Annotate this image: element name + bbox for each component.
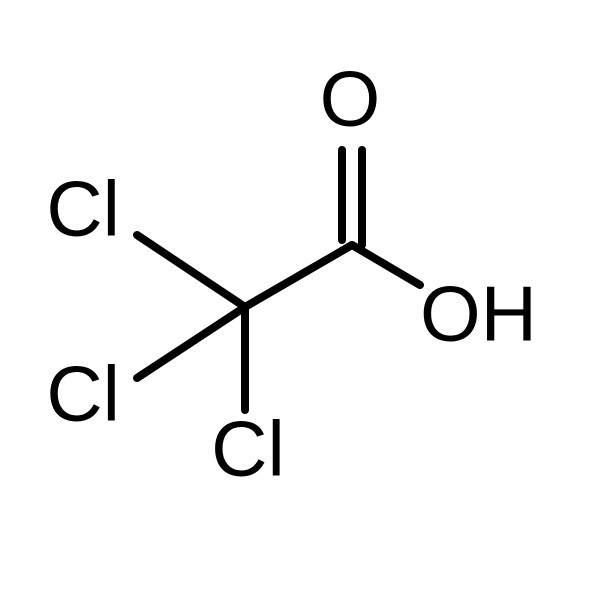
molecule-diagram: Cl Cl Cl O OH [0,0,600,600]
atom-o_top: O [320,55,381,143]
bond-c1-cl-upper [137,235,245,307]
bond-c2-oh [352,245,420,285]
bonds-layer [137,150,420,410]
atom-cl_upper_left: Cl [46,165,120,253]
bond-c1-c2 [245,245,352,307]
atom-cl_bottom: Cl [211,405,285,493]
atom-oh_right: OH [420,270,537,358]
bond-c1-cl-lower [137,307,245,378]
atom-cl_lower_left: Cl [46,350,120,438]
atoms-layer: Cl Cl Cl O OH [46,55,537,493]
